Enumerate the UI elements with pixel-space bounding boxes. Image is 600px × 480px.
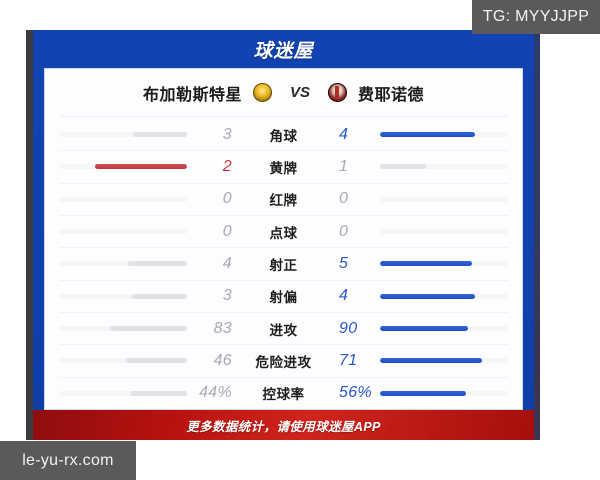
stats-panel: 布加勒斯特星 VS 费耶诺德 3 角球 4 2 黄牌 1 0 红牌 0 0 点球 0 4 射正 5 3 射偏 4 8… [44, 68, 523, 410]
away-bar-fill [380, 293, 475, 299]
away-bar-fill [380, 164, 427, 170]
home-bar-track [59, 164, 187, 170]
away-value: 0 [339, 190, 349, 208]
stat-label: 进攻 [269, 322, 298, 338]
home-value: 0 [222, 190, 232, 208]
footer-promo-text: 更多数据统计，请使用球迷屋APP [186, 419, 381, 434]
home-bar-track [59, 326, 187, 332]
home-bar-track [59, 390, 187, 396]
home-bar-track [59, 358, 187, 364]
stat-row: 83 进攻 90 [59, 313, 508, 346]
away-value: 90 [339, 319, 358, 337]
home-value: 4 [222, 254, 232, 272]
stat-label: 射正 [269, 257, 298, 273]
home-bar-fill [110, 326, 187, 332]
home-bar-track [59, 132, 187, 138]
stat-row: 3 射偏 4 [59, 281, 508, 313]
home-value: 0 [222, 222, 232, 240]
stat-row: 0 点球 0 [59, 216, 508, 249]
watermark-telegram: TG: MYYJJPP [472, 0, 600, 34]
home-bar-fill [94, 164, 187, 170]
gold-star-badge-icon [252, 83, 272, 102]
home-bar-fill [125, 358, 187, 364]
home-value: 3 [222, 125, 232, 143]
frame-edge-right [534, 30, 540, 440]
home-value: 2 [222, 157, 232, 175]
stat-label: 角球 [269, 128, 298, 144]
home-value: 44% [199, 384, 232, 402]
stat-label: 点球 [269, 225, 298, 241]
away-bar-track [380, 358, 508, 364]
stat-row: 2 黄牌 1 [59, 151, 508, 184]
away-value: 4 [339, 125, 349, 143]
home-bar-fill [128, 261, 187, 267]
away-value: 71 [339, 351, 358, 369]
stat-label: 控球率 [262, 387, 305, 403]
home-bar-track [59, 196, 187, 202]
away-bar-track [380, 326, 508, 332]
stat-label: 射偏 [269, 290, 298, 306]
home-value: 83 [213, 319, 232, 337]
away-value: 56% [339, 384, 372, 402]
stat-row: 0 红牌 0 [59, 184, 508, 216]
away-bar-fill [380, 261, 473, 267]
home-bar-track [59, 293, 187, 299]
stat-label: 红牌 [269, 193, 298, 209]
home-bar-track [59, 229, 187, 235]
home-team-name: 布加勒斯特星 [142, 86, 242, 104]
teams-header: 布加勒斯特星 VS 费耶诺德 [59, 69, 508, 117]
watermark-site: le-yu-rx.com [0, 441, 136, 480]
frame-edge-left [26, 30, 33, 440]
away-bar-fill [380, 358, 483, 364]
stat-row: 4 射正 5 [59, 248, 508, 281]
away-bar-track [380, 390, 508, 396]
stat-row: 3 角球 4 [59, 119, 508, 152]
card-title-bar: 球迷屋 [33, 30, 534, 68]
home-bar-track [59, 261, 187, 267]
stat-label: 黄牌 [269, 160, 298, 176]
away-value: 1 [339, 157, 349, 175]
stat-row: 44% 控球率 56% [59, 378, 508, 409]
away-bar-track [380, 132, 508, 138]
home-value: 3 [222, 287, 232, 305]
away-bar-track [380, 293, 508, 299]
away-team-name: 费耶诺德 [358, 86, 425, 104]
away-bar-track [380, 229, 508, 235]
home-bar-fill [133, 132, 187, 138]
away-bar-fill [380, 390, 466, 396]
match-stats-frame: 球迷屋 布加勒斯特星 VS 费耶诺德 3角球42黄牌10红牌00点球04射正53… [26, 30, 540, 440]
away-value: 4 [339, 287, 349, 305]
away-value: 0 [339, 222, 349, 240]
brand-title: 球迷屋 [253, 40, 314, 62]
away-bar-fill [380, 132, 475, 138]
stats-rows-container: 3 角球 4 2 黄牌 1 0 红牌 0 0 点球 0 4 射正 5 3 射偏 4 83 进攻 90 46 危险进攻 71 44… [45, 117, 522, 409]
home-value: 46 [213, 351, 232, 369]
away-bar-fill [380, 326, 469, 332]
away-bar-track [380, 261, 508, 267]
card-footer[interactable]: 更多数据统计，请使用球迷屋APP [33, 410, 534, 440]
vs-label: VS [289, 84, 310, 101]
stat-row: 46 危险进攻 71 [59, 345, 508, 378]
home-bar-fill [131, 293, 187, 299]
away-bar-track [380, 196, 508, 202]
home-bar-fill [130, 390, 187, 396]
maroon-crest-badge-icon [328, 83, 347, 102]
away-bar-track [380, 164, 508, 170]
match-stats-card: 球迷屋 布加勒斯特星 VS 费耶诺德 3角球42黄牌10红牌00点球04射正53… [33, 30, 534, 440]
away-value: 5 [339, 254, 349, 272]
stat-label: 危险进攻 [255, 354, 312, 370]
